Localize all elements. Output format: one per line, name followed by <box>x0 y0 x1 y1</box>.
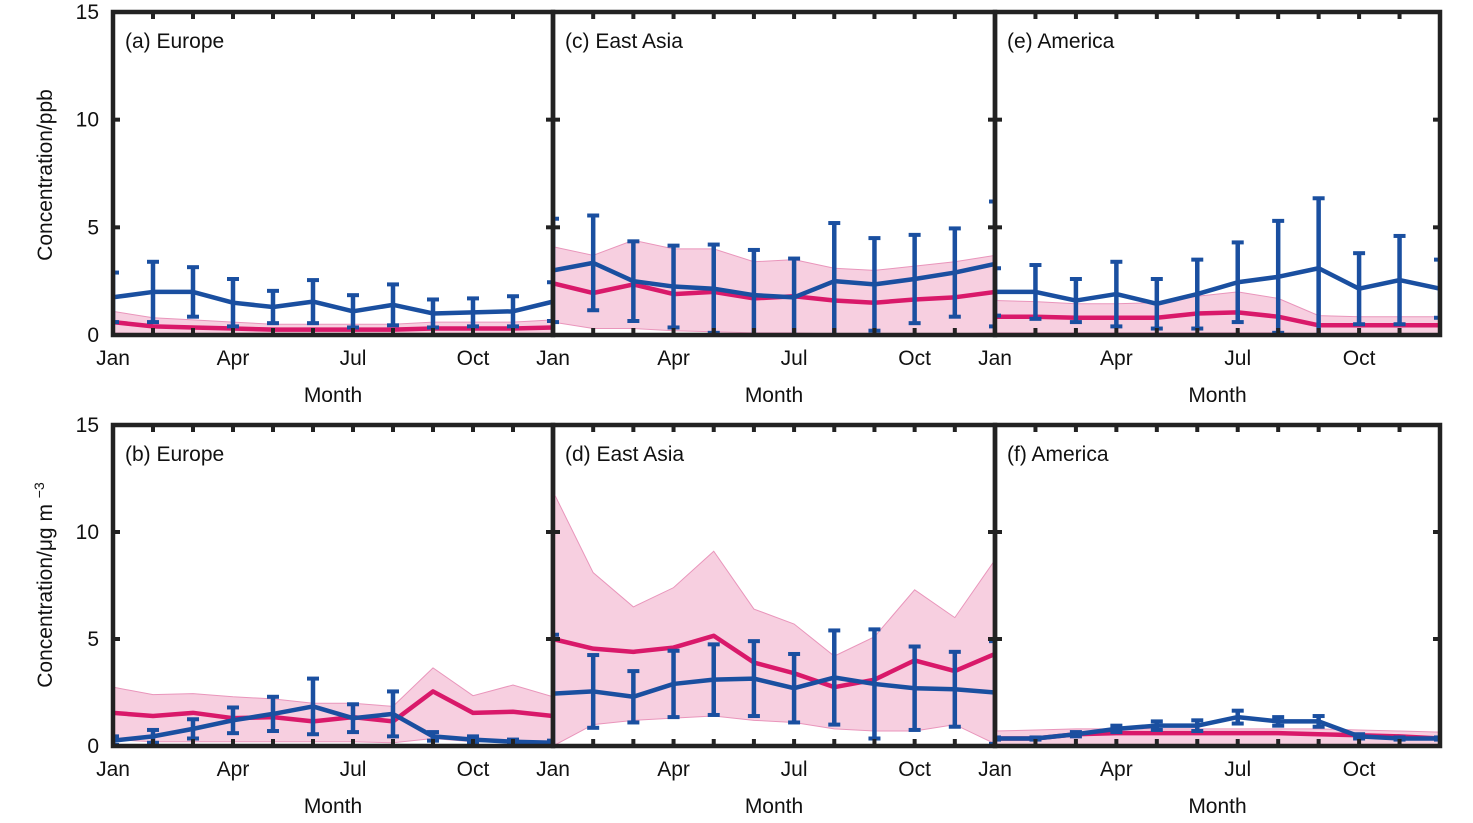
panel-c: Jan Apr Jul Oct Month (c) East Asia <box>536 9 998 407</box>
x-tick-label: Apr <box>217 347 250 370</box>
y-tick-label: 0 <box>87 324 99 347</box>
plot-area <box>553 491 995 746</box>
y-tick-label: 5 <box>87 216 99 239</box>
x-tick-label: Jan <box>978 758 1012 781</box>
x-tick-label: Apr <box>657 758 690 781</box>
panel-label: (c) East Asia <box>565 30 683 53</box>
panel-a: 0 5 10 15 Jan Apr Jul Oct Month (a) Europe <box>76 1 556 407</box>
panel-b: 0 5 10 15 Jan Apr Jul Oct Month (b) Europe <box>76 414 556 818</box>
plot-area <box>113 259 553 335</box>
x-axis-title: Month <box>1188 384 1246 407</box>
y-tick-label: 15 <box>76 1 99 24</box>
x-tick-label: Jul <box>340 347 367 370</box>
pink-series-line <box>553 633 995 690</box>
panel-frame <box>992 9 1443 338</box>
blue-series-line <box>553 675 995 700</box>
x-tick-label: Oct <box>1343 758 1376 781</box>
y-tick-label: 10 <box>76 521 99 544</box>
y-axis-title-bottom: Concentration/μg m −3 <box>31 482 57 688</box>
panel-label: (d) East Asia <box>565 443 684 466</box>
y-axis-title-bottom-main: Concentration/μg m <box>34 504 57 688</box>
x-tick-label: Apr <box>1100 758 1133 781</box>
x-axis-title: Month <box>304 795 362 818</box>
x-tick-label: Jul <box>340 758 367 781</box>
plot-area <box>995 708 1440 746</box>
x-tick-label: Jan <box>536 347 570 370</box>
pink-series-line <box>995 310 1440 328</box>
x-axis-title: Month <box>304 384 362 407</box>
panel-d: Jan Apr Jul Oct Month (d) East Asia <box>536 422 998 818</box>
panel-label: (a) Europe <box>125 30 224 53</box>
x-tick-label: Jan <box>96 758 130 781</box>
x-tick-label: Oct <box>898 758 931 781</box>
y-tick-label: 10 <box>76 109 99 132</box>
x-tick-label: Jul <box>781 347 808 370</box>
panel-frame <box>992 422 1443 749</box>
x-tick-label: Oct <box>898 347 931 370</box>
y-tick-label: 0 <box>87 735 99 758</box>
x-tick-label: Jan <box>978 347 1012 370</box>
panel-f: Jan Apr Jul Oct Month (f) America <box>978 422 1443 818</box>
plot-area <box>113 667 553 746</box>
panel-e: Jan Apr Jul Oct Month (e) America <box>978 9 1443 407</box>
blue-series-line <box>995 714 1440 741</box>
pink-series-line <box>113 689 553 724</box>
plot-area <box>553 199 995 335</box>
x-tick-label: Apr <box>657 347 690 370</box>
y-axis-title-bottom-sup: −3 <box>31 482 47 498</box>
x-tick-label: Jan <box>536 758 570 781</box>
x-tick-label: Apr <box>217 758 250 781</box>
blue-series-line <box>113 704 553 746</box>
y-axis-title-top: Concentration/ppb <box>34 89 57 261</box>
x-tick-label: Jan <box>96 347 130 370</box>
x-axis-title: Month <box>1188 795 1246 818</box>
blue-series-line <box>553 260 995 300</box>
blue-series-line <box>113 289 553 316</box>
pink-series-line <box>113 319 553 332</box>
panel-label: (b) Europe <box>125 443 224 466</box>
x-tick-label: Oct <box>1343 347 1376 370</box>
x-tick-label: Jul <box>781 758 808 781</box>
x-axis-title: Month <box>745 795 803 818</box>
x-tick-label: Oct <box>457 758 490 781</box>
pink-range-band <box>553 491 995 746</box>
y-tick-label: 5 <box>87 628 99 651</box>
blue-series-line <box>995 265 1440 307</box>
panel-label: (f) America <box>1007 443 1109 466</box>
y-tick-label: 15 <box>76 414 99 437</box>
x-tick-label: Apr <box>1100 347 1133 370</box>
x-axis-title: Month <box>745 384 803 407</box>
x-tick-label: Jul <box>1224 758 1251 781</box>
x-tick-label: Oct <box>457 347 490 370</box>
x-tick-label: Jul <box>1224 347 1251 370</box>
panel-frame <box>110 9 556 338</box>
panel-label: (e) America <box>1007 30 1115 53</box>
plot-area <box>995 196 1440 335</box>
